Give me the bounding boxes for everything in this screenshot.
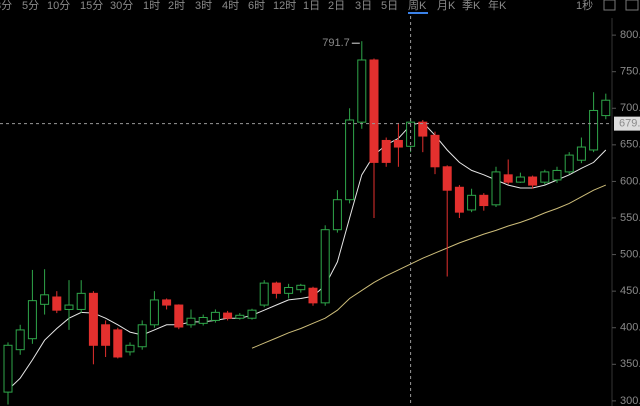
tab[interactable]: 2日	[328, 0, 345, 12]
candle-body	[454, 186, 464, 213]
annotation: 791.7	[322, 37, 350, 49]
candle-body	[430, 134, 440, 168]
candle-body	[369, 59, 379, 163]
candle-body	[503, 174, 513, 183]
tab[interactable]: 10分	[47, 0, 70, 12]
tab[interactable]: 15分	[80, 0, 103, 12]
candle-body	[601, 99, 611, 117]
tab[interactable]: 3日	[355, 0, 372, 12]
candle-body	[198, 316, 208, 324]
candle-body	[540, 171, 550, 183]
tab[interactable]: 3分	[0, 0, 12, 12]
icon[interactable]	[603, 0, 616, 11]
candle-body	[186, 317, 196, 326]
tab[interactable]: 5分	[22, 0, 39, 12]
candle-body	[589, 109, 599, 151]
candle-body	[345, 119, 355, 201]
candle-body	[15, 329, 25, 351]
candle-body	[223, 312, 233, 319]
candle-body	[271, 282, 281, 294]
candle-body	[552, 169, 562, 181]
y-tick-label: 350.0	[620, 358, 640, 370]
y-tick-label: 750.0	[620, 66, 640, 78]
candle-body	[406, 121, 416, 147]
candle-body	[125, 344, 135, 353]
right-tab[interactable]: 1秒	[576, 0, 593, 12]
candle-body	[479, 194, 489, 207]
candle-body	[442, 166, 452, 191]
y-tick-label: 450.0	[620, 285, 640, 297]
y-tick-label: 800.0	[620, 29, 640, 41]
y-tick-label: 650.0	[620, 139, 640, 151]
candle-body	[149, 299, 159, 326]
tab[interactable]: 季K	[462, 0, 481, 12]
candle-body	[76, 292, 86, 310]
candle-body	[320, 229, 330, 304]
candle-body	[418, 121, 428, 137]
y-tick-label: 550.0	[620, 212, 640, 224]
tab[interactable]: 2时	[168, 0, 185, 12]
tab[interactable]: 1时	[143, 0, 160, 12]
candle-body	[332, 199, 342, 231]
tab[interactable]: 3时	[195, 0, 212, 12]
candle-body	[210, 311, 220, 321]
candle-body	[564, 154, 574, 173]
crosshair-label: 679.0	[619, 118, 640, 130]
tab[interactable]: 月K	[437, 0, 456, 12]
candle-body	[296, 284, 306, 291]
candle-body	[64, 304, 74, 310]
tab[interactable]: 12时	[273, 0, 296, 12]
candle-body	[467, 194, 477, 211]
candle-body	[515, 176, 525, 183]
candle-body	[235, 314, 245, 319]
candle-body	[491, 171, 501, 206]
candle-body	[357, 59, 367, 123]
ma-line	[251, 184, 606, 349]
icon[interactable]	[625, 0, 639, 11]
candle-body	[27, 300, 37, 340]
ma-line	[7, 121, 607, 391]
candle-body	[137, 324, 147, 348]
candle-body	[101, 324, 111, 346]
candle-body	[284, 286, 294, 294]
tab[interactable]: 5日	[381, 0, 398, 12]
candle-body	[52, 296, 62, 311]
y-tick-label: 700.0	[620, 102, 640, 114]
y-tick-label: 500.0	[620, 248, 640, 260]
tab[interactable]: 30分	[110, 0, 133, 12]
tab[interactable]: 4时	[222, 0, 239, 12]
candle-body	[162, 299, 172, 306]
tab[interactable]: 周K	[408, 0, 427, 12]
candle-body	[88, 292, 98, 346]
tab[interactable]: 6时	[248, 0, 265, 12]
candle-body	[259, 282, 269, 306]
candle-body	[308, 287, 318, 304]
y-tick-label: 600.0	[620, 175, 640, 187]
crosshair-label-bg	[614, 116, 640, 131]
candle-body	[528, 176, 538, 186]
candle-body	[3, 344, 13, 393]
tab[interactable]: 年K	[488, 0, 507, 12]
tab[interactable]: 1日	[303, 0, 320, 12]
candle-body	[393, 139, 403, 148]
candle-body	[381, 139, 391, 163]
y-tick-label: 400.0	[620, 322, 640, 334]
candle-body	[576, 146, 586, 161]
y-tick-label: 300.0	[620, 395, 640, 406]
candle-body	[40, 294, 50, 305]
candle-body	[174, 304, 184, 328]
candle-body	[113, 329, 123, 358]
candle-body	[247, 309, 257, 319]
